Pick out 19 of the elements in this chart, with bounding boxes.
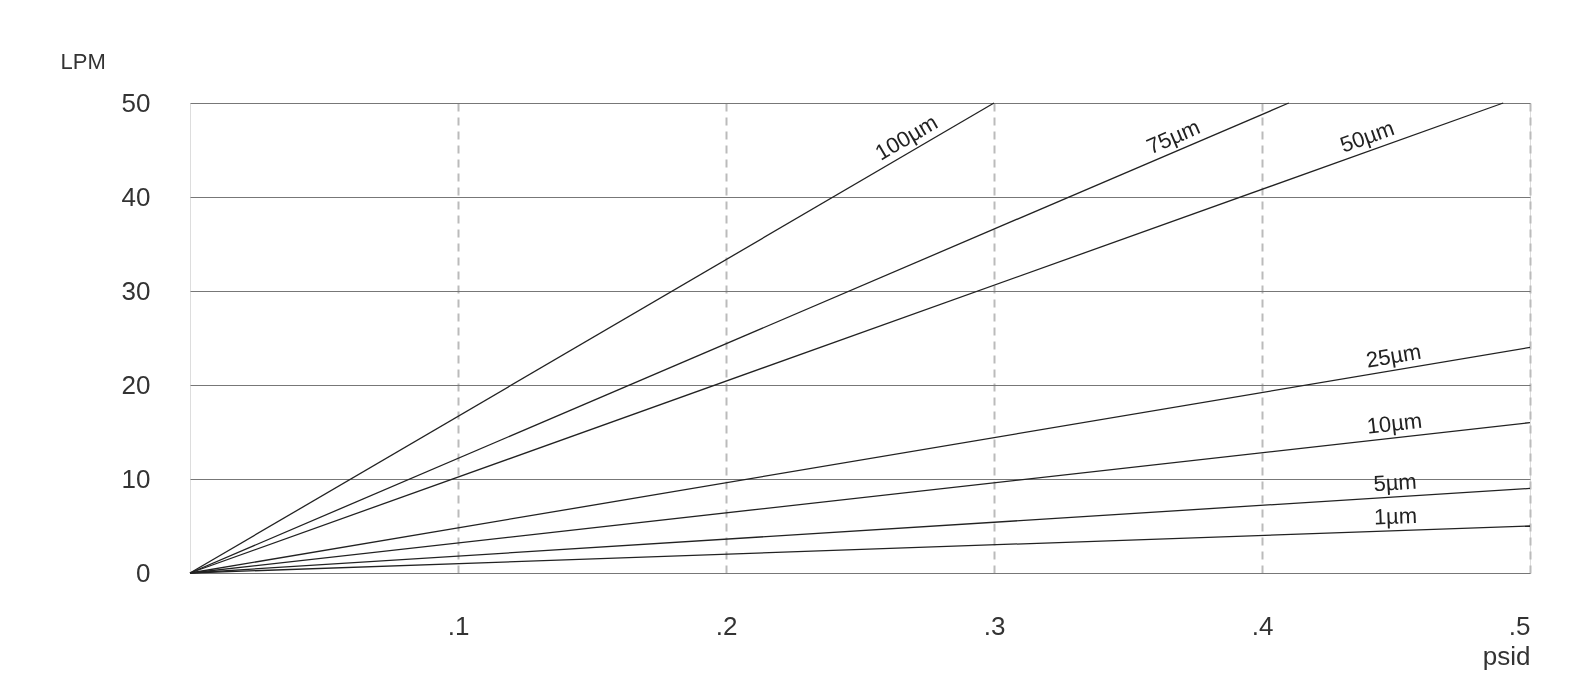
text: 10µm: [1365, 407, 1424, 439]
y-tick-label: 30: [121, 275, 151, 306]
x-tick-label: .3: [983, 610, 1006, 641]
y-tick-label: 40: [121, 181, 151, 212]
y-tick-label: 50: [121, 87, 151, 118]
text: 50µm: [1336, 115, 1398, 158]
text: 75µm: [1142, 114, 1204, 160]
text: 25µm: [1364, 338, 1424, 373]
y-axis-title: LPM: [60, 48, 106, 74]
x-axis-title: psid: [1482, 640, 1531, 671]
y-tick-label: 10: [121, 463, 151, 494]
x-tick-label: .2: [715, 610, 738, 641]
y-tick-label: 20: [121, 369, 151, 400]
x-tick-label: .4: [1251, 610, 1274, 641]
y-tick-label: 0: [136, 557, 151, 588]
series-label: 1µm: [1373, 502, 1418, 530]
series-label: 5µm: [1372, 468, 1418, 497]
x-tick-label: .1: [447, 610, 470, 641]
x-tick-label: .5: [1508, 610, 1531, 641]
